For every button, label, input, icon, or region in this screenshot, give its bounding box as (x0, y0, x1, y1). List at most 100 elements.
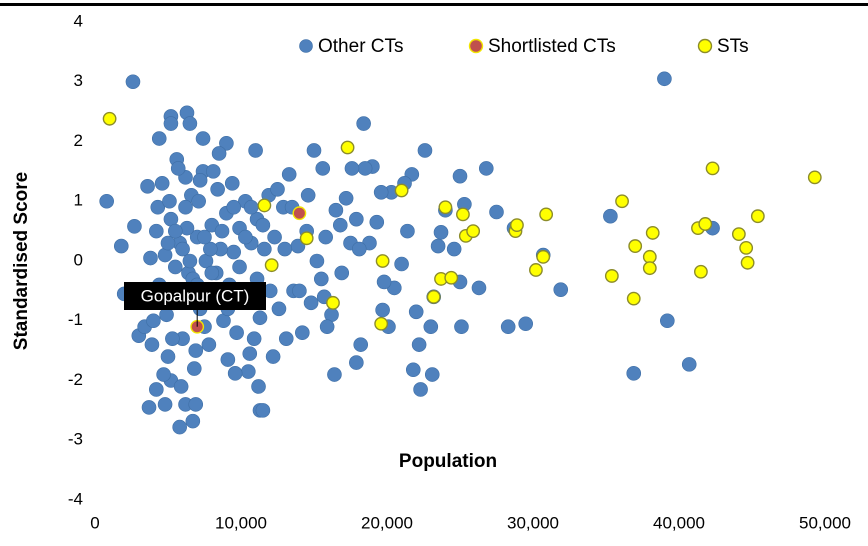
point (165, 331, 180, 346)
point (251, 379, 266, 394)
point (604, 269, 619, 283)
point (328, 202, 344, 218)
point (204, 265, 220, 281)
point (628, 239, 643, 253)
point (660, 313, 675, 329)
point (438, 200, 453, 215)
point (394, 256, 409, 272)
point (140, 179, 155, 194)
point (203, 241, 218, 257)
y-tick-label: 4 (74, 11, 83, 30)
point (157, 397, 173, 412)
point (242, 346, 258, 361)
point (141, 400, 157, 415)
point (349, 355, 364, 370)
point (454, 319, 469, 335)
point (99, 193, 114, 209)
point (466, 224, 481, 239)
legend-marker (299, 39, 313, 53)
point (255, 217, 271, 233)
point (144, 337, 160, 352)
y-tick-label: 0 (74, 250, 83, 269)
point (185, 413, 201, 429)
point (338, 190, 354, 206)
point (173, 379, 189, 394)
point (553, 282, 569, 297)
point (349, 211, 364, 227)
point (739, 240, 754, 255)
y-axis-title: Standardised Score (11, 172, 32, 350)
point (351, 241, 367, 257)
point (327, 367, 342, 382)
point (188, 343, 204, 358)
point (170, 161, 186, 176)
point (413, 382, 428, 397)
point (373, 184, 389, 200)
point (456, 207, 470, 222)
point (160, 349, 176, 364)
point (172, 419, 187, 435)
point (433, 225, 449, 240)
point (151, 131, 167, 146)
point (127, 219, 142, 234)
point (292, 206, 307, 221)
point (113, 238, 129, 254)
point (536, 249, 551, 264)
point (471, 280, 487, 296)
point (303, 295, 319, 311)
point (340, 140, 355, 155)
point (197, 229, 212, 245)
point (400, 223, 415, 239)
point (205, 164, 221, 179)
point (518, 316, 534, 332)
point (154, 176, 170, 191)
point (626, 291, 641, 306)
point (326, 295, 340, 310)
point (188, 397, 204, 412)
point (220, 352, 236, 367)
point (226, 199, 241, 215)
legend-label: Other CTs (318, 36, 404, 57)
point (369, 214, 385, 230)
point (657, 71, 672, 87)
x-tick-label: 20,000 (361, 513, 413, 532)
top-border (0, 3, 868, 6)
point (252, 310, 268, 326)
point (182, 116, 198, 131)
legend-marker (697, 38, 713, 54)
point (478, 161, 494, 176)
point (156, 367, 171, 382)
point (192, 173, 208, 188)
point (318, 229, 333, 245)
y-tick-label: -3 (68, 430, 83, 449)
x-tick-label: 40,000 (653, 513, 705, 532)
point (376, 274, 392, 290)
annotation-box (124, 282, 266, 310)
point (319, 319, 335, 335)
point (195, 131, 211, 146)
point (529, 263, 543, 277)
point (313, 271, 329, 287)
point (125, 74, 141, 90)
point (168, 259, 183, 275)
point (295, 325, 310, 341)
point (356, 116, 371, 131)
point (157, 247, 173, 263)
point (232, 259, 247, 275)
point (238, 229, 253, 245)
point (257, 198, 272, 213)
point (175, 241, 190, 257)
point (489, 204, 504, 220)
point (642, 261, 657, 276)
point (211, 146, 227, 161)
legend-marker (468, 38, 484, 54)
point (146, 313, 161, 329)
point (344, 161, 360, 176)
point (603, 208, 618, 224)
x-tick-label: 50,000 (799, 513, 851, 532)
point (191, 193, 206, 209)
point (705, 161, 720, 176)
point (426, 289, 441, 304)
point (411, 337, 427, 352)
point (306, 143, 322, 158)
